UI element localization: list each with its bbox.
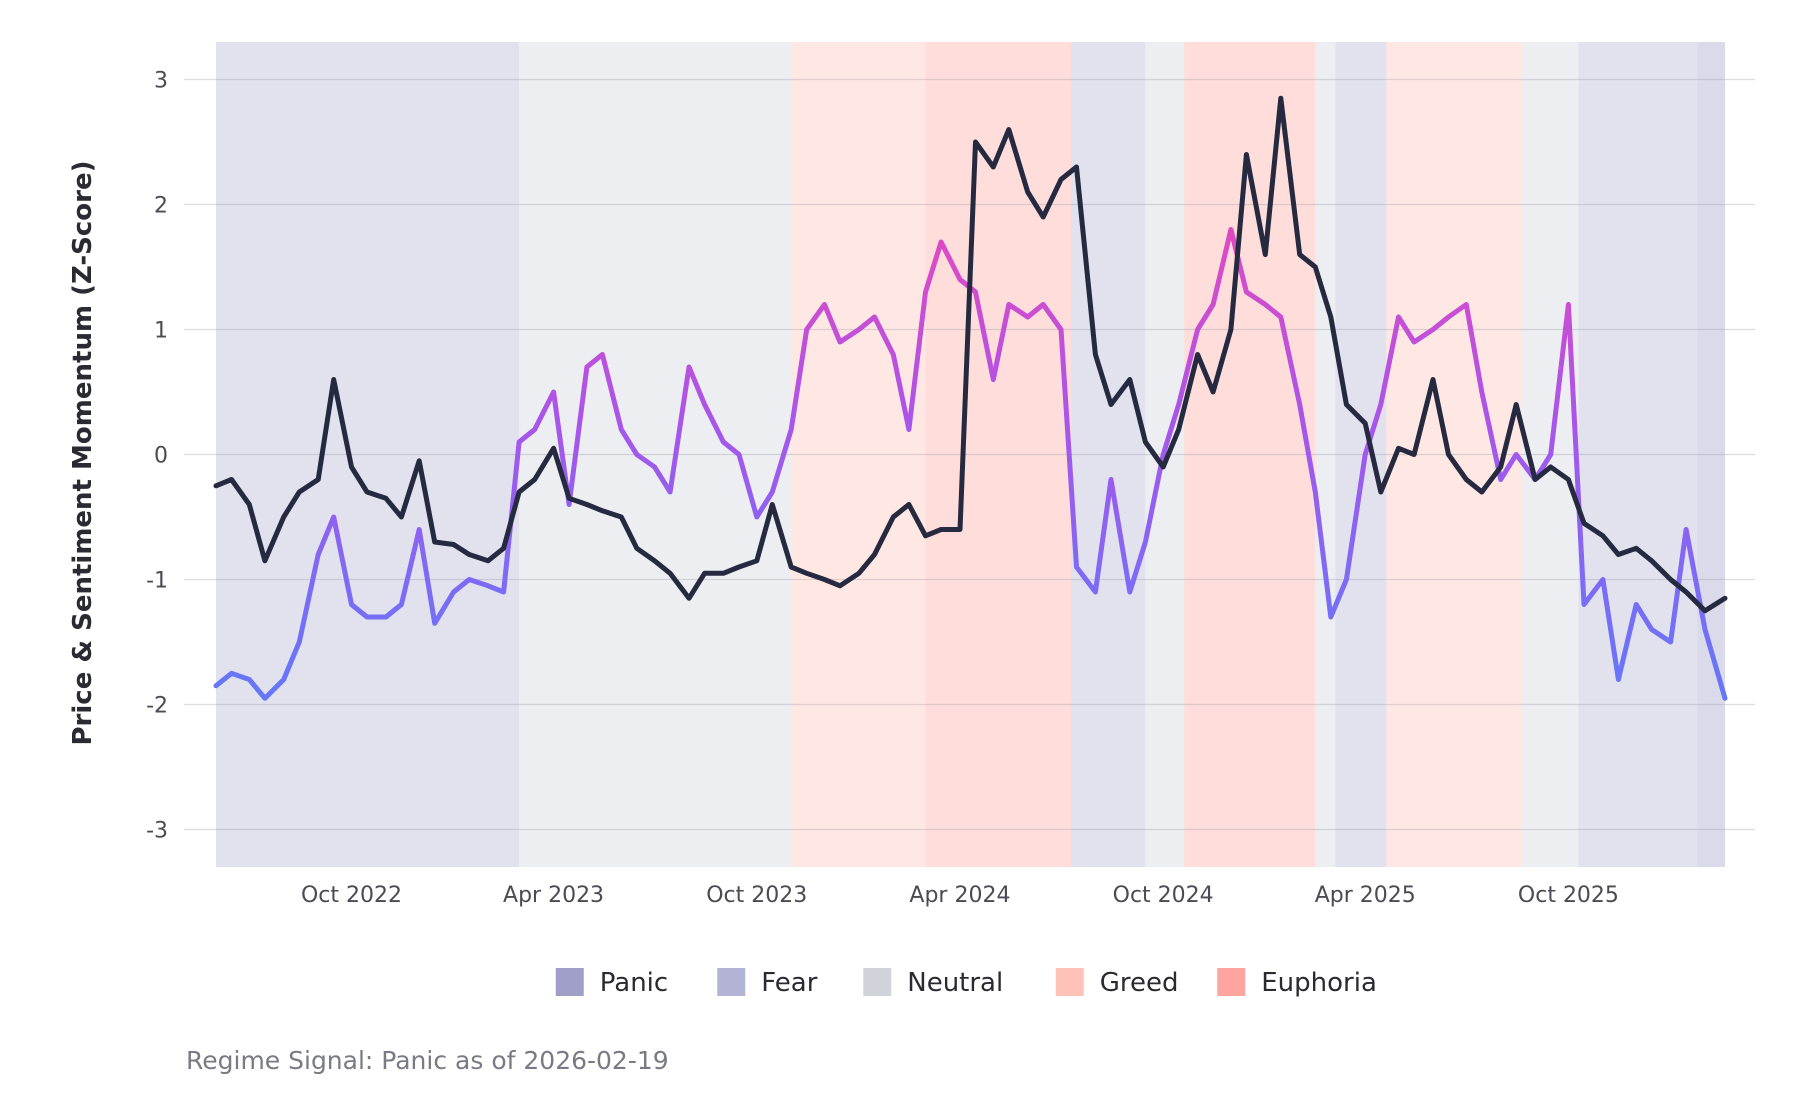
- legend-item-panic: Panic: [555, 968, 668, 998]
- regime-band-fear: [1070, 42, 1146, 867]
- legend-label: Neutral: [907, 968, 1003, 998]
- legend: Panic Fear Neutral Greed Euphoria: [555, 968, 1377, 998]
- price-momentum-line: [213, 95, 1728, 614]
- legend-swatch: [717, 968, 746, 996]
- x-tick-label: Oct 2025: [1518, 883, 1619, 908]
- series-lines: [213, 95, 1728, 701]
- x-axis-ticks: Oct 2022 Apr 2023 Oct 2023 Apr 2024 Oct 2024…: [301, 883, 1619, 908]
- y-tick-label: 3: [154, 69, 168, 94]
- regime-band-panic: [1697, 42, 1725, 867]
- regime-band-greed: [791, 42, 926, 867]
- regime-band-euphoria: [925, 42, 1071, 867]
- legend-item-euphoria: Euphoria: [1217, 968, 1377, 998]
- x-tick-label: Apr 2025: [1315, 883, 1416, 908]
- y-tick-label: 2: [154, 194, 168, 219]
- legend-swatch: [863, 968, 892, 996]
- y-tick-label: -1: [146, 569, 168, 594]
- legend-swatch: [1217, 968, 1246, 996]
- regime-signal-caption: Regime Signal: Panic as of 2026-02-19: [186, 1046, 669, 1075]
- x-tick-label: Oct 2023: [706, 883, 807, 908]
- legend-swatch: [1055, 968, 1084, 996]
- legend-swatch: [555, 968, 584, 996]
- legend-label: Greed: [1100, 968, 1179, 998]
- legend-item-greed: Greed: [1055, 968, 1179, 998]
- x-tick-label: Oct 2022: [301, 883, 402, 908]
- legend-label: Euphoria: [1261, 968, 1377, 998]
- y-tick-label: 1: [154, 319, 168, 344]
- x-tick-label: Oct 2024: [1113, 883, 1214, 908]
- regime-band-fear: [216, 42, 520, 867]
- regime-bands: [216, 42, 1725, 867]
- x-tick-label: Apr 2024: [909, 883, 1010, 908]
- y-tick-label: -3: [146, 819, 168, 844]
- y-tick-label: 0: [154, 444, 168, 469]
- legend-item-fear: Fear: [717, 968, 818, 998]
- x-tick-label: Apr 2023: [503, 883, 604, 908]
- y-tick-label: -2: [146, 694, 168, 719]
- y-axis-label: Price & Sentiment Momentum (Z-Score): [68, 161, 98, 746]
- regime-band-fear: [1335, 42, 1387, 867]
- y-axis-ticks: 3 2 1 0 -1 -2 -3: [146, 69, 168, 844]
- legend-label: Panic: [600, 968, 668, 998]
- legend-item-neutral: Neutral: [863, 968, 1003, 998]
- legend-label: Fear: [761, 968, 817, 998]
- regime-band-fear: [1578, 42, 1698, 867]
- regime-band-neutral: [1315, 42, 1336, 867]
